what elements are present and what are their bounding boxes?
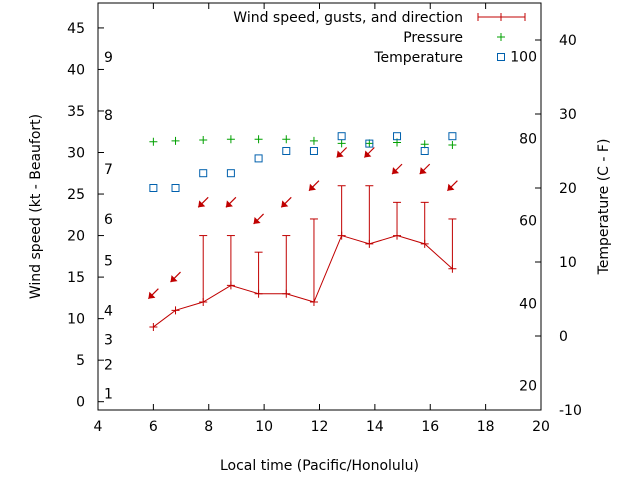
wind-direction-arrow bbox=[253, 213, 265, 225]
temperature-point bbox=[171, 184, 180, 192]
y-tick-label: 40 bbox=[67, 62, 85, 78]
temperature-point bbox=[448, 132, 457, 141]
x-tick-label: 20 bbox=[532, 419, 550, 435]
x-axis-label: Local time (Pacific/Honolulu) bbox=[220, 458, 419, 474]
y2-axis-label: Temperature (C - F) bbox=[596, 139, 612, 276]
y2-tick-label: -10 bbox=[559, 403, 582, 419]
wind-speed-point bbox=[171, 306, 180, 315]
y2-tick-label: 0 bbox=[559, 329, 568, 345]
fahrenheit-label: 20 bbox=[519, 379, 537, 395]
fahrenheit-label: 40 bbox=[519, 296, 537, 312]
y-tick-label: 30 bbox=[67, 146, 85, 162]
pressure-point bbox=[254, 135, 263, 144]
temperature-point bbox=[393, 132, 402, 141]
wind-direction-arrow bbox=[170, 271, 181, 283]
fahrenheit-label: 60 bbox=[519, 214, 537, 230]
x-tick-label: 6 bbox=[149, 419, 158, 435]
fahrenheit-label: 100 bbox=[510, 49, 537, 65]
beaufort-label: 5 bbox=[104, 253, 113, 269]
temperature-point bbox=[149, 184, 158, 192]
y-tick-label: 10 bbox=[67, 312, 85, 328]
wind-direction-arrow bbox=[280, 196, 292, 208]
fahrenheit-label: 80 bbox=[519, 131, 537, 147]
temperature-point bbox=[226, 169, 235, 178]
wind-direction-arrow bbox=[391, 163, 403, 175]
legend-symbol-temperature bbox=[497, 53, 505, 61]
y2-tick-label: 10 bbox=[559, 255, 577, 271]
pressure-point bbox=[226, 135, 235, 144]
x-tick-label: 10 bbox=[255, 419, 273, 435]
pressure-point bbox=[171, 136, 180, 145]
pressure-point bbox=[337, 139, 346, 148]
wind-speed-point bbox=[420, 239, 429, 248]
wind-speed-point bbox=[309, 298, 318, 307]
temperature-point bbox=[199, 169, 208, 178]
legend-label-pressure: Pressure bbox=[403, 30, 463, 46]
temperature-point bbox=[254, 154, 263, 163]
y-tick-label: 5 bbox=[76, 353, 85, 369]
beaufort-label: 2 bbox=[104, 357, 113, 373]
pressure-point bbox=[199, 136, 208, 145]
y-tick-label: 35 bbox=[67, 104, 85, 120]
y2-tick-label: 20 bbox=[559, 181, 577, 197]
y-tick-label: 20 bbox=[67, 229, 85, 245]
wind-direction-arrow bbox=[363, 147, 375, 158]
wind-speed-point bbox=[337, 231, 346, 240]
wind-speed-line bbox=[153, 234, 453, 328]
x-tick-label: 4 bbox=[94, 419, 103, 435]
x-tick-label: 18 bbox=[477, 419, 495, 435]
temperature-point bbox=[365, 139, 374, 148]
y2-tick-label: 40 bbox=[559, 33, 577, 49]
plot-frame bbox=[97, 2, 542, 411]
beaufort-label: 4 bbox=[104, 303, 113, 319]
wind-speed-point bbox=[149, 322, 158, 331]
beaufort-label: 8 bbox=[104, 108, 113, 124]
wind-direction-arrow bbox=[308, 180, 320, 192]
pressure-point bbox=[282, 135, 291, 144]
wind-speed-point bbox=[199, 298, 208, 307]
wind-speed-point bbox=[282, 289, 291, 298]
pressure-point bbox=[149, 137, 158, 146]
wind-direction-arrow bbox=[446, 180, 458, 192]
wind-direction-arrow bbox=[147, 288, 159, 300]
temperature-point bbox=[337, 132, 346, 141]
wind-speed-point bbox=[393, 231, 402, 240]
wind-direction-arrow bbox=[197, 196, 209, 208]
beaufort-label: 7 bbox=[104, 162, 113, 178]
y2-tick-label: 30 bbox=[559, 107, 577, 123]
beaufort-label: 9 bbox=[104, 50, 113, 66]
legend-label-wind: Wind speed, gusts, and direction bbox=[233, 10, 463, 26]
wind-direction-arrow bbox=[225, 196, 237, 208]
beaufort-label: 6 bbox=[104, 212, 113, 228]
temperature-point bbox=[282, 147, 291, 155]
wind-direction-arrow bbox=[419, 163, 431, 175]
pressure-point bbox=[365, 139, 374, 148]
x-tick-label: 12 bbox=[311, 419, 329, 435]
pressure-point bbox=[448, 141, 457, 150]
legend-symbol-pressure bbox=[497, 33, 505, 41]
pressure-point bbox=[420, 140, 429, 149]
y-tick-label: 0 bbox=[76, 395, 85, 411]
wind-direction-arrow bbox=[336, 147, 348, 158]
wind-speed-point bbox=[226, 281, 235, 290]
x-tick-label: 8 bbox=[204, 419, 213, 435]
beaufort-label: 1 bbox=[104, 386, 113, 402]
x-tick-label: 14 bbox=[366, 419, 384, 435]
beaufort-label: 3 bbox=[104, 332, 113, 348]
legend-label-temperature: Temperature bbox=[373, 50, 463, 66]
y-axis-label: Wind speed (kt - Beaufort) bbox=[28, 114, 44, 299]
y-tick-label: 15 bbox=[67, 270, 85, 286]
x-tick-label: 16 bbox=[421, 419, 439, 435]
wind-speed-point bbox=[254, 289, 263, 298]
wind-speed-point bbox=[365, 239, 374, 248]
y-tick-label: 25 bbox=[67, 187, 85, 203]
pressure-point bbox=[309, 136, 318, 145]
temperature-point bbox=[420, 147, 429, 155]
y-tick-label: 45 bbox=[67, 21, 85, 37]
wind-speed-point bbox=[448, 264, 457, 273]
temperature-point bbox=[309, 147, 318, 155]
